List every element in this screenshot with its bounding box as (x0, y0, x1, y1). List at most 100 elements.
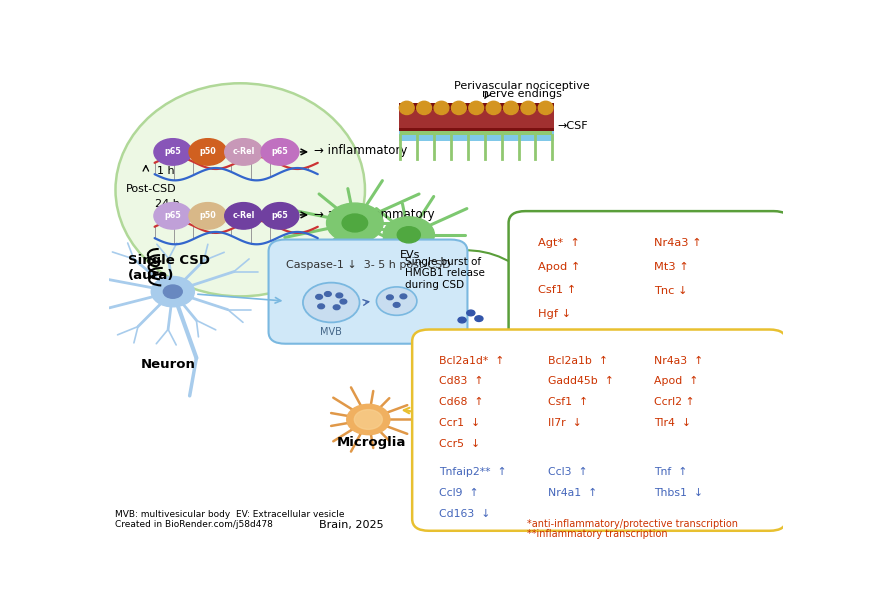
FancyBboxPatch shape (269, 239, 467, 344)
Text: Post-CSD: Post-CSD (126, 184, 176, 194)
Circle shape (400, 294, 407, 299)
Circle shape (189, 202, 227, 229)
Ellipse shape (538, 101, 553, 114)
Text: → inflammatory: → inflammatory (314, 144, 408, 157)
Circle shape (342, 214, 368, 232)
Text: c-Rel: c-Rel (232, 212, 255, 220)
Text: Gadd45b  ↑: Gadd45b ↑ (547, 376, 614, 386)
Text: Tnf  ↑: Tnf ↑ (653, 467, 687, 477)
Ellipse shape (486, 101, 501, 114)
Circle shape (386, 295, 393, 300)
Text: Ccr1  ↓: Ccr1 ↓ (439, 418, 480, 428)
Ellipse shape (416, 101, 431, 114)
Ellipse shape (399, 101, 414, 114)
Text: Hgf ↓: Hgf ↓ (537, 309, 570, 319)
FancyBboxPatch shape (400, 130, 552, 135)
Text: Astrocyte: Astrocyte (342, 250, 414, 263)
Circle shape (261, 138, 299, 165)
FancyBboxPatch shape (398, 103, 553, 130)
Text: Brain, 2025: Brain, 2025 (319, 520, 383, 530)
Text: →CSF: →CSF (556, 121, 587, 131)
Text: → anti-inflammatory: → anti-inflammatory (314, 208, 434, 221)
Text: Perivascular nociceptive: Perivascular nociceptive (454, 81, 589, 91)
Circle shape (324, 292, 331, 296)
Text: Agt*  ↑: Agt* ↑ (537, 238, 579, 248)
Text: Apod ↑: Apod ↑ (537, 262, 580, 272)
Text: *anti-inflammatory/protective transcription: *anti-inflammatory/protective transcript… (526, 519, 737, 529)
Text: Nr4a3 ↑: Nr4a3 ↑ (653, 238, 701, 248)
Circle shape (376, 287, 416, 315)
Text: Apod  ↑: Apod ↑ (653, 376, 697, 386)
Text: Csf1 ↑: Csf1 ↑ (537, 285, 575, 295)
Circle shape (163, 285, 182, 298)
Circle shape (457, 317, 466, 323)
Text: p65: p65 (271, 212, 288, 220)
Ellipse shape (521, 101, 535, 114)
Ellipse shape (354, 410, 381, 429)
Text: 1 h: 1 h (157, 166, 175, 177)
Text: Cd163  ↓: Cd163 ↓ (439, 509, 490, 518)
Text: S100a1 ↑: S100a1 ↑ (537, 365, 594, 375)
Text: Tnc ↓: Tnc ↓ (653, 285, 687, 295)
Ellipse shape (434, 101, 448, 114)
Circle shape (474, 315, 482, 322)
Circle shape (224, 138, 262, 165)
Circle shape (261, 202, 299, 229)
Ellipse shape (451, 101, 466, 114)
Text: MVB: multivesicular body  EV: Extracellular vesicle
Created in BioRender.com/j58: MVB: multivesicular body EV: Extracellul… (116, 510, 345, 530)
Circle shape (393, 303, 400, 308)
Text: nerve endings: nerve endings (481, 89, 561, 100)
FancyBboxPatch shape (398, 110, 553, 129)
Text: Microglia: Microglia (336, 436, 406, 449)
Text: Neuron: Neuron (141, 359, 196, 371)
Text: Ccrl2 ↑: Ccrl2 ↑ (653, 397, 693, 407)
Circle shape (315, 295, 322, 300)
Ellipse shape (116, 83, 365, 296)
Text: **inflammatory transcription: **inflammatory transcription (526, 529, 667, 539)
Text: Thbs1  ↓: Thbs1 ↓ (653, 488, 702, 498)
Text: Ccl3  ↑: Ccl3 ↑ (547, 467, 587, 477)
Text: Tlr4  ↓: Tlr4 ↓ (653, 418, 690, 428)
Text: p65: p65 (164, 212, 181, 220)
FancyBboxPatch shape (412, 330, 786, 531)
Text: p65: p65 (271, 148, 288, 156)
Text: Caspase-1 ↓  3- 5 h post-CSD: Caspase-1 ↓ 3- 5 h post-CSD (285, 260, 450, 270)
Text: Ptpn13 ↓: Ptpn13 ↓ (653, 365, 707, 375)
Text: Bdkrb2** ↑: Bdkrb2** ↑ (537, 341, 602, 351)
Circle shape (224, 202, 262, 229)
Text: Il7r  ↓: Il7r ↓ (547, 418, 581, 428)
Circle shape (382, 217, 434, 253)
Ellipse shape (503, 101, 518, 114)
Circle shape (340, 300, 347, 304)
Circle shape (317, 304, 324, 309)
Text: Tnfaip2**  ↑: Tnfaip2** ↑ (439, 467, 506, 477)
Text: Nr4a1  ↑: Nr4a1 ↑ (547, 488, 597, 498)
Circle shape (154, 138, 191, 165)
Circle shape (154, 202, 191, 229)
Circle shape (302, 283, 359, 322)
Text: Csf1  ↑: Csf1 ↑ (547, 397, 587, 407)
Text: p50: p50 (199, 212, 216, 220)
Text: Single CSD
(aura): Single CSD (aura) (128, 254, 209, 282)
Text: c-Rel: c-Rel (232, 148, 255, 156)
Text: Bcl2a1b  ↑: Bcl2a1b ↑ (547, 355, 607, 365)
Text: EVs: EVs (400, 250, 420, 260)
FancyBboxPatch shape (508, 211, 790, 391)
Text: Ccr5  ↓: Ccr5 ↓ (439, 439, 480, 449)
Ellipse shape (347, 404, 389, 435)
Text: p65: p65 (164, 148, 181, 156)
Text: p50: p50 (199, 148, 216, 156)
Circle shape (151, 277, 194, 307)
Text: Cd83  ↑: Cd83 ↑ (439, 376, 483, 386)
Circle shape (397, 227, 420, 243)
Text: 24 h: 24 h (155, 199, 179, 208)
Circle shape (467, 310, 474, 315)
Text: Ccl9  ↑: Ccl9 ↑ (439, 488, 478, 498)
Circle shape (335, 293, 342, 298)
Text: Cd68  ↑: Cd68 ↑ (439, 397, 483, 407)
FancyBboxPatch shape (398, 130, 553, 141)
Circle shape (333, 305, 340, 309)
Text: Itih3 ↑: Itih3 ↑ (653, 341, 693, 351)
Circle shape (326, 203, 382, 243)
Text: Mt3 ↑: Mt3 ↑ (653, 262, 688, 272)
